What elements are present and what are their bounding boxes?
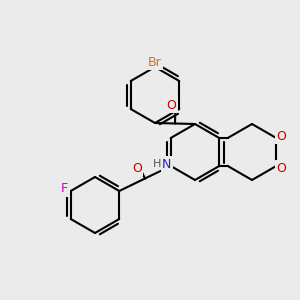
Text: O: O bbox=[276, 130, 286, 142]
Text: F: F bbox=[61, 182, 68, 196]
Text: O: O bbox=[276, 161, 286, 175]
Text: O: O bbox=[132, 162, 142, 175]
Text: O: O bbox=[167, 99, 176, 112]
Text: H: H bbox=[153, 159, 161, 169]
Text: Br: Br bbox=[148, 56, 162, 68]
Text: N: N bbox=[162, 158, 171, 170]
